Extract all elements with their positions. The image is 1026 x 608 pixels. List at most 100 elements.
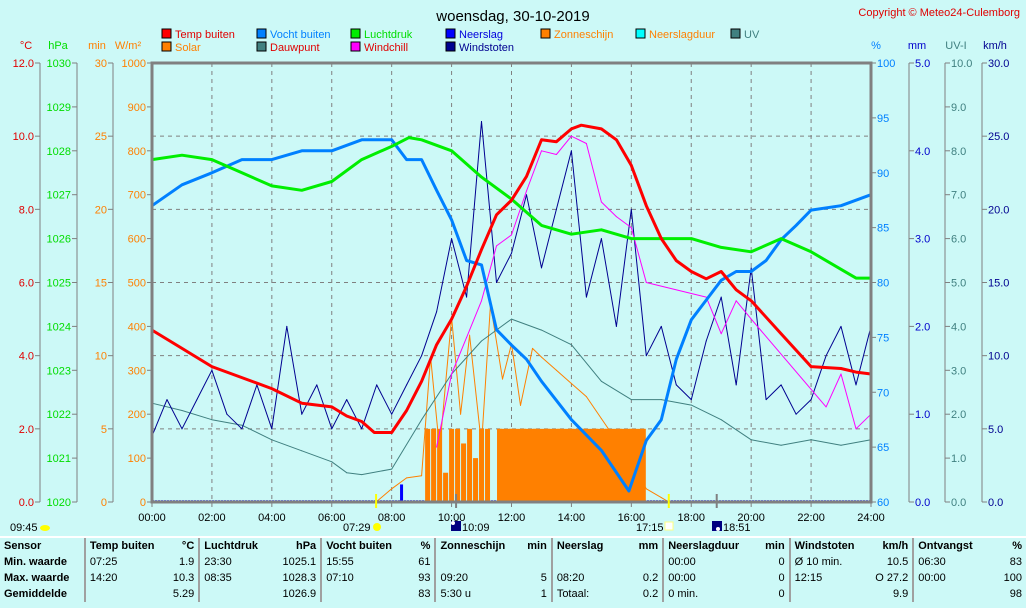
- axis-tick-label: 1023: [47, 365, 71, 377]
- x-tick-label: 04:00: [258, 512, 286, 524]
- legend-swatch: [161, 28, 172, 39]
- stats-cell: 00:00: [662, 554, 756, 570]
- astro-markers: 09:45 07:29 10:09 17:15 18:51: [10, 494, 751, 534]
- axis-tick-label: 5.0: [988, 424, 1003, 436]
- legend-swatch: [256, 28, 267, 39]
- data-point: [271, 185, 273, 187]
- legend-swatch: [445, 28, 456, 39]
- moon-set-icon: [40, 525, 50, 531]
- axis-tick-label: 10.0: [13, 131, 34, 143]
- data-point: [540, 329, 542, 331]
- x-tick-label: 12:00: [498, 512, 526, 524]
- data-point: [406, 410, 408, 412]
- stats-cell: mm: [638, 540, 659, 552]
- weather-chart: woensdag, 30-10-2019 Copyright © Meteo24…: [10, 7, 1020, 534]
- data-point: [570, 382, 572, 384]
- data-point: [436, 344, 438, 346]
- chart-title: woensdag, 30-10-2019: [435, 8, 589, 25]
- stats-row: Max. waarde 14:20 10.3 08:35 1028.3 07:10 93 09…: [0, 570, 1026, 586]
- stats-cell: min: [765, 540, 785, 552]
- stats-cell: 100: [1003, 572, 1022, 584]
- bar-zonneschijn-block: [498, 428, 645, 502]
- data-point: [570, 135, 572, 137]
- data-point: [466, 285, 468, 287]
- axis-tick-label: 3.0: [951, 365, 966, 377]
- data-point: [241, 159, 243, 161]
- data-point: [525, 358, 527, 360]
- data-point: [720, 419, 722, 421]
- data-point: [540, 380, 542, 382]
- legend: Temp buiten Vocht buiten Luchtdruk Neerslag…: [161, 28, 760, 54]
- data-point: [421, 380, 423, 382]
- stats-row-label: Max. waarde: [4, 572, 70, 584]
- axis-tick-label: 1.0: [915, 409, 930, 421]
- data-point: [436, 189, 438, 191]
- x-tick-label: 00:00: [138, 512, 166, 524]
- axis-tick-label: 60: [877, 497, 889, 509]
- data-point: [555, 153, 557, 155]
- legend-swatch: [256, 41, 267, 52]
- legend-swatch: [350, 41, 361, 52]
- axis-tick-label: 300: [128, 365, 146, 377]
- data-point: [211, 366, 213, 368]
- x-axis-ticks: 00:00 02:00 04:00 06:00 08:00 10:00 12:00 14:00…: [138, 502, 885, 524]
- axis-tick-label: 10.0: [951, 58, 972, 70]
- x-tick-label: 18:00: [677, 512, 705, 524]
- data-point: [181, 410, 183, 412]
- stats-cell: °C: [181, 540, 195, 552]
- data-point: [496, 282, 498, 283]
- data-point: [630, 461, 632, 463]
- bar-neerslag: [400, 484, 404, 502]
- legend-swatch: [730, 28, 741, 39]
- stats-cell: O 27.2: [875, 572, 909, 584]
- data-point: [765, 399, 767, 401]
- data-point: [600, 380, 602, 382]
- axis-tick-label: 1025: [47, 278, 71, 290]
- moon-glyph-icon: [716, 527, 720, 531]
- data-point: [211, 369, 213, 371]
- axis-tick-label: 5.0: [915, 58, 930, 70]
- data-point: [720, 271, 722, 273]
- axis-tick-label: 700: [128, 190, 146, 202]
- axis-tick-label: 1022: [47, 409, 71, 421]
- data-point: [421, 475, 423, 477]
- axis-tick-label: 15: [95, 278, 107, 290]
- axis-tick-label: 20.0: [988, 204, 1009, 216]
- data-point: [660, 325, 662, 327]
- data-point: [540, 139, 542, 141]
- data-point: [166, 399, 168, 401]
- data-point: [840, 205, 842, 207]
- data-point: [406, 384, 408, 386]
- line-series: [151, 121, 872, 503]
- data-point: [181, 154, 183, 156]
- stats-cell: 5:30 u: [434, 586, 514, 602]
- data-point: [271, 439, 273, 441]
- data-point: [675, 384, 677, 386]
- data-point: [241, 172, 243, 174]
- data-point: [481, 176, 483, 178]
- data-point: [301, 413, 303, 415]
- data-point: [301, 402, 303, 404]
- axis-tick-label: 30: [95, 58, 107, 70]
- stats-cell: 83: [1009, 556, 1022, 568]
- axis-tick-label: 200: [128, 409, 146, 421]
- data-point: [366, 139, 368, 141]
- data-point: [451, 238, 453, 240]
- axis-tick-label: 1021: [47, 453, 71, 465]
- axis-tick-label: 8.0: [951, 146, 966, 158]
- legend-label: Neerslagduur: [649, 29, 715, 41]
- data-point: [451, 150, 453, 152]
- axis-unit-right: mm: [908, 40, 926, 52]
- stats-cell: 98: [1009, 588, 1022, 600]
- axis-unit-left: min: [88, 40, 106, 52]
- axis-tick-label: 2.0: [19, 424, 34, 436]
- data-point: [600, 238, 602, 240]
- data-point: [525, 194, 527, 196]
- moonset-icon: [712, 521, 722, 531]
- bar-zonneschijn: [449, 428, 455, 502]
- data-point: [519, 404, 521, 406]
- x-tick-label: 08:00: [378, 512, 406, 524]
- data-point: [525, 175, 527, 177]
- stats-cell: 83: [418, 588, 431, 600]
- data-point: [580, 124, 582, 126]
